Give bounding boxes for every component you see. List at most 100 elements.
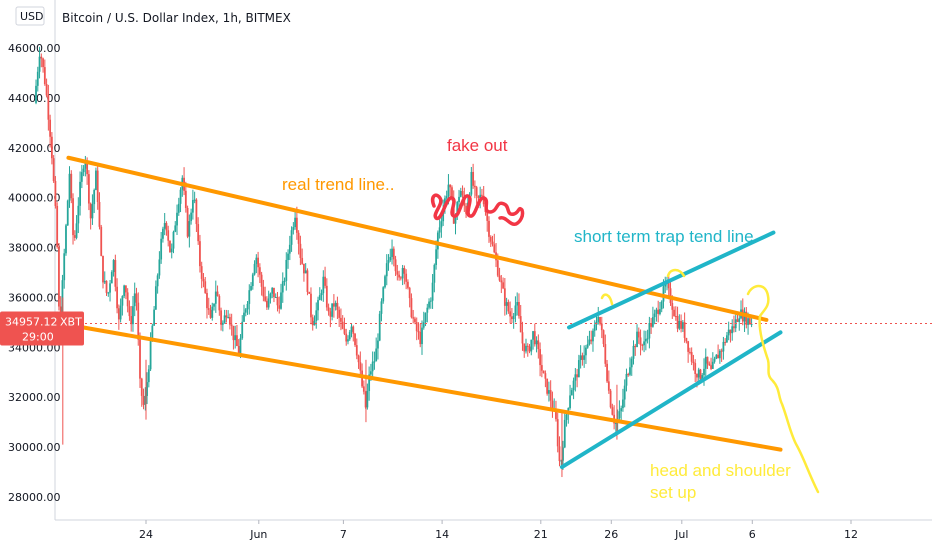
candle-body — [38, 56, 41, 72]
candle-body — [199, 241, 201, 267]
candle-body — [123, 285, 126, 297]
time-tick-label: Jun — [249, 528, 267, 541]
candle-body — [193, 199, 196, 201]
candle-body — [214, 291, 217, 304]
candle-body — [140, 378, 143, 396]
candle-body — [676, 316, 679, 329]
candle-body — [614, 422, 617, 424]
candle-body — [650, 323, 653, 327]
candle-body — [477, 195, 480, 198]
candle-body — [116, 286, 118, 309]
candle-body — [287, 253, 289, 260]
candle-body — [581, 355, 584, 360]
candle-body — [643, 341, 645, 346]
candle-body — [146, 382, 148, 396]
candle-body — [100, 226, 103, 256]
candle-body — [244, 309, 247, 313]
candle-body — [620, 408, 623, 412]
candle-body — [350, 326, 353, 332]
candle-body — [482, 195, 485, 205]
candle-body — [322, 276, 325, 294]
real-trend-lower-line[interactable] — [66, 322, 783, 452]
candle-body — [683, 322, 686, 338]
candle-body — [496, 260, 499, 276]
candle-body — [424, 312, 427, 323]
candle-body — [394, 259, 397, 272]
candle-body — [410, 298, 413, 318]
bar-countdown: 29:00 — [22, 330, 54, 343]
real-trend-line-annotation: real trend line.. — [282, 175, 394, 194]
candle-body — [177, 203, 180, 213]
candle-body — [510, 316, 513, 320]
candle-body — [563, 419, 566, 448]
candle-body — [583, 355, 586, 360]
price-tick-label: 38000.00 — [8, 242, 61, 255]
time-axis[interactable]: 24 Jun 7 14 21 26 Jul 6 12 — [139, 520, 858, 541]
candle-body — [623, 385, 626, 400]
candle-body — [72, 198, 74, 236]
candle-body — [334, 302, 337, 307]
trap-upper-line[interactable] — [567, 230, 776, 330]
candle-body — [407, 281, 409, 288]
candle-body — [451, 187, 453, 200]
candle-body — [428, 301, 430, 308]
candle-body — [456, 201, 459, 217]
candle-body — [269, 293, 272, 299]
candle-body — [352, 326, 355, 334]
candle-body — [266, 300, 268, 308]
price-axis[interactable]: 46000.00 44000.00 42000.00 40000.00 38000.00… — [8, 42, 61, 504]
candle-body — [637, 331, 640, 338]
candle-body — [125, 285, 127, 293]
price-tick-label: 36000.00 — [8, 291, 61, 304]
candle-body — [415, 322, 418, 332]
currency-button[interactable]: USD — [15, 6, 45, 26]
candle-body — [343, 328, 346, 334]
candle-body — [325, 285, 328, 308]
candle-body — [412, 317, 415, 319]
candle-body — [694, 363, 697, 374]
candle-body — [304, 270, 307, 274]
candle-body — [718, 350, 721, 359]
candle-body — [590, 339, 593, 342]
candle-body — [565, 414, 568, 420]
candle-body — [348, 331, 351, 340]
candle-body — [398, 274, 400, 278]
candle-body — [315, 310, 318, 321]
candle-body — [505, 302, 508, 306]
candle-body — [710, 365, 712, 369]
candle-body — [95, 170, 97, 190]
trap-lower-line[interactable] — [559, 330, 783, 470]
last-price-value: 34957.12 — [5, 315, 58, 328]
candle-body — [283, 280, 286, 282]
candle-body — [481, 194, 483, 196]
candle-body — [673, 309, 675, 317]
candle-body — [435, 249, 438, 265]
candle-body — [47, 95, 50, 120]
candle-body — [546, 378, 549, 394]
candle-body — [646, 338, 649, 340]
candle-body — [391, 248, 393, 257]
real-trend-upper-line[interactable] — [66, 155, 769, 322]
candle-body — [440, 221, 443, 228]
candle-body — [341, 321, 344, 329]
candle-body — [585, 347, 587, 356]
candle-body — [271, 287, 274, 294]
fakeout-annotation: fake out — [447, 136, 508, 155]
candle-body — [332, 303, 335, 307]
candle-body — [548, 390, 550, 394]
candle-body — [717, 354, 720, 359]
price-tick-label: 44000.00 — [8, 92, 61, 105]
candle-body — [736, 319, 739, 322]
candle-body — [729, 329, 732, 334]
candle-body — [641, 344, 644, 346]
candle-body — [144, 395, 147, 405]
candle-body — [248, 290, 251, 304]
candle-body — [747, 318, 749, 325]
candle-body — [331, 303, 334, 317]
candle-body — [102, 255, 104, 283]
candle-body — [426, 307, 429, 313]
candle-body — [190, 212, 193, 222]
candle-body — [708, 363, 711, 366]
candle-body — [375, 348, 378, 362]
